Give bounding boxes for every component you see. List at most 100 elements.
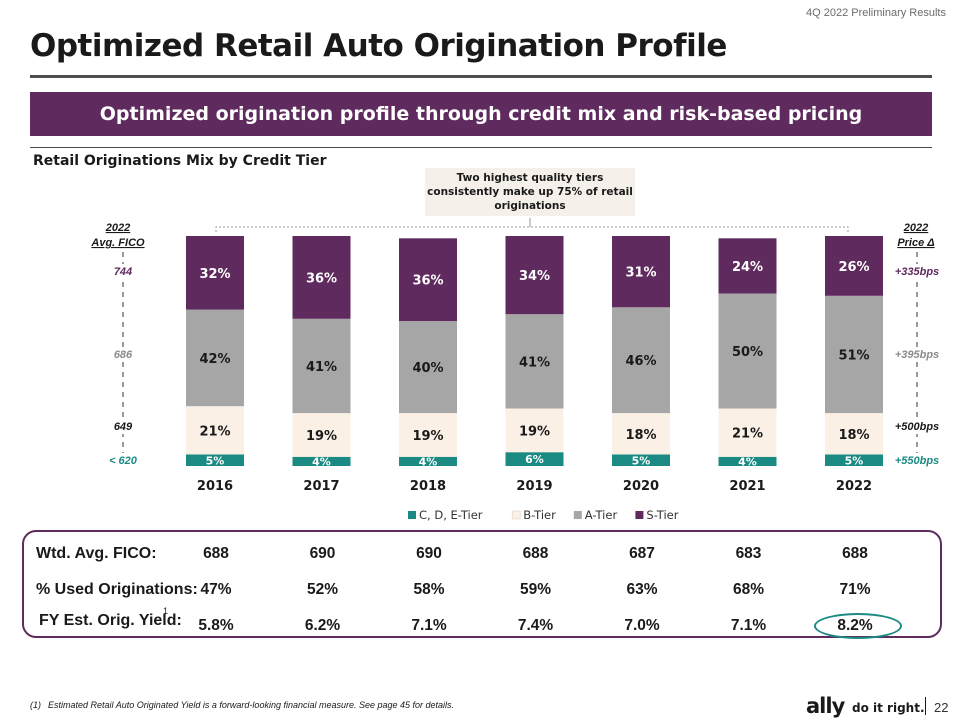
bar-a-tier-2019 bbox=[505, 314, 564, 409]
footer-divider bbox=[925, 697, 926, 715]
data-label-a-tier-2017: 41% bbox=[306, 360, 337, 375]
data-label-c-tier-2020: 5% bbox=[632, 454, 651, 467]
fico-row-label: Wtd. Avg. FICO: bbox=[36, 545, 157, 562]
right-axis-label-2: +500bps bbox=[895, 421, 939, 433]
bar-b-tier-2018 bbox=[399, 413, 457, 457]
bar-c-tier-2016 bbox=[186, 454, 244, 466]
left-axis-label-0: 744 bbox=[114, 266, 132, 278]
data-label-s-tier-2021: 24% bbox=[732, 260, 763, 275]
callout-connector bbox=[215, 226, 849, 232]
stat-value: 688 bbox=[522, 545, 549, 562]
left-axis-label-bg-0 bbox=[99, 264, 147, 279]
bar-a-tier-2016 bbox=[186, 309, 244, 407]
data-label-a-tier-2021: 50% bbox=[732, 345, 763, 360]
footnote-number: (1) bbox=[30, 700, 41, 710]
ally-logo: ally bbox=[806, 694, 845, 718]
data-label-b-tier-2020: 18% bbox=[625, 428, 656, 443]
data-label-a-tier-2016: 42% bbox=[199, 352, 230, 367]
data-label-s-tier-2020: 31% bbox=[625, 266, 656, 281]
bar-s-tier-2022 bbox=[825, 236, 883, 296]
yield-row-label: FY Est. Orig. Yield: bbox=[39, 612, 182, 629]
x-tick-label-2019: 2019 bbox=[516, 479, 552, 494]
right-axis-label-bg-0 bbox=[893, 264, 941, 279]
stat-value: 690 bbox=[309, 545, 336, 562]
stat-value: 683 bbox=[735, 545, 762, 562]
bar-c-tier-2020 bbox=[612, 454, 670, 466]
stat-value: 688 bbox=[203, 545, 229, 562]
data-label-c-tier-2019: 6% bbox=[525, 453, 544, 466]
stat-value: 6.2% bbox=[304, 617, 341, 634]
page-title: Optimized Retail Auto Origination Profil… bbox=[30, 28, 727, 64]
data-label-b-tier-2019: 19% bbox=[519, 424, 550, 439]
legend-swatch-s-tier bbox=[635, 511, 644, 519]
bar-b-tier-2022 bbox=[825, 413, 883, 455]
left-axis-title-line1: 2022 bbox=[105, 222, 130, 234]
right-axis-title-line1: 2022 bbox=[903, 222, 928, 234]
stats-panel bbox=[22, 530, 942, 638]
data-label-a-tier-2020: 46% bbox=[625, 354, 656, 369]
bar-c-tier-2017 bbox=[292, 456, 351, 466]
left-axis-title-line2: Avg. FICO bbox=[90, 237, 145, 249]
stat-value: 63% bbox=[626, 581, 658, 598]
used-row-label: % Used Originations: bbox=[36, 581, 198, 598]
bar-c-tier-2022 bbox=[825, 454, 883, 466]
legend-label-c-tier: C, D, E-Tier bbox=[419, 508, 483, 522]
data-label-c-tier-2017: 4% bbox=[312, 455, 331, 468]
bar-a-tier-2018 bbox=[399, 321, 457, 414]
bar-s-tier-2016 bbox=[186, 236, 244, 310]
bar-c-tier-2021 bbox=[718, 456, 777, 466]
right-axis-label-3: +550bps bbox=[895, 455, 939, 467]
title-rule bbox=[30, 75, 932, 78]
bar-s-tier-2020 bbox=[612, 236, 670, 308]
report-tag: 4Q 2022 Preliminary Results bbox=[805, 7, 946, 19]
stat-value: 687 bbox=[629, 545, 655, 562]
x-tick-label-2018: 2018 bbox=[410, 479, 446, 494]
x-tick-label-2020: 2020 bbox=[623, 479, 659, 494]
left-axis-label-bg-1 bbox=[99, 347, 147, 362]
banner: Optimized origination profile through cr… bbox=[30, 92, 932, 136]
data-label-s-tier-2016: 32% bbox=[199, 267, 230, 282]
x-tick-label-2016: 2016 bbox=[197, 479, 233, 494]
bar-c-tier-2018 bbox=[399, 456, 457, 466]
x-tick-label-2017: 2017 bbox=[303, 479, 339, 494]
bar-b-tier-2021 bbox=[718, 408, 777, 457]
data-label-b-tier-2017: 19% bbox=[306, 429, 337, 444]
bar-s-tier-2021 bbox=[718, 238, 777, 294]
data-label-s-tier-2019: 34% bbox=[519, 269, 550, 284]
stacked-bar-chart: 5% 21% 42% 32% 2016 4% 19% 41% 36% 2017 4% 19% 40% 36… bbox=[90, 218, 941, 522]
stat-value: 68% bbox=[732, 581, 765, 598]
data-label-s-tier-2017: 36% bbox=[306, 271, 337, 286]
data-label-c-tier-2016: 5% bbox=[206, 454, 225, 467]
bar-s-tier-2018 bbox=[399, 238, 457, 322]
stat-value: 7.1% bbox=[411, 617, 447, 634]
data-label-b-tier-2021: 21% bbox=[732, 427, 763, 442]
subtitle-rule bbox=[30, 147, 932, 148]
bar-a-tier-2017 bbox=[292, 318, 351, 414]
bar-b-tier-2017 bbox=[292, 413, 351, 457]
left-axis-label-1: 686 bbox=[114, 349, 133, 361]
data-label-a-tier-2018: 40% bbox=[412, 361, 443, 376]
stat-value: 7.1% bbox=[730, 617, 767, 634]
yield-footnote-marker: 1 bbox=[163, 606, 169, 616]
data-label-c-tier-2021: 4% bbox=[738, 455, 757, 468]
x-tick-label-2021: 2021 bbox=[729, 479, 765, 494]
bar-b-tier-2016 bbox=[186, 406, 244, 455]
data-label-c-tier-2022: 5% bbox=[845, 454, 864, 467]
page-number: 22 bbox=[934, 700, 949, 715]
stat-value: 47% bbox=[200, 581, 232, 598]
legend-swatch-b-tier bbox=[511, 510, 521, 520]
right-axis-title-line2: Price Δ bbox=[897, 237, 934, 249]
stat-value: 59% bbox=[519, 581, 552, 598]
chart-title: Retail Originations Mix by Credit Tier bbox=[33, 153, 327, 169]
right-axis-label-0: +335bps bbox=[895, 266, 939, 278]
legend-swatch-a-tier bbox=[573, 511, 582, 519]
bar-b-tier-2020 bbox=[612, 413, 670, 455]
bar-a-tier-2021 bbox=[718, 293, 777, 409]
stat-value: 688 bbox=[842, 545, 868, 562]
bar-s-tier-2019 bbox=[505, 236, 564, 315]
data-label-b-tier-2018: 19% bbox=[412, 429, 443, 444]
data-label-b-tier-2022: 18% bbox=[838, 428, 869, 443]
right-axis-label-bg-3 bbox=[893, 453, 941, 468]
footnote-text: Estimated Retail Auto Originated Yield i… bbox=[48, 700, 455, 710]
bar-a-tier-2020 bbox=[612, 307, 670, 414]
